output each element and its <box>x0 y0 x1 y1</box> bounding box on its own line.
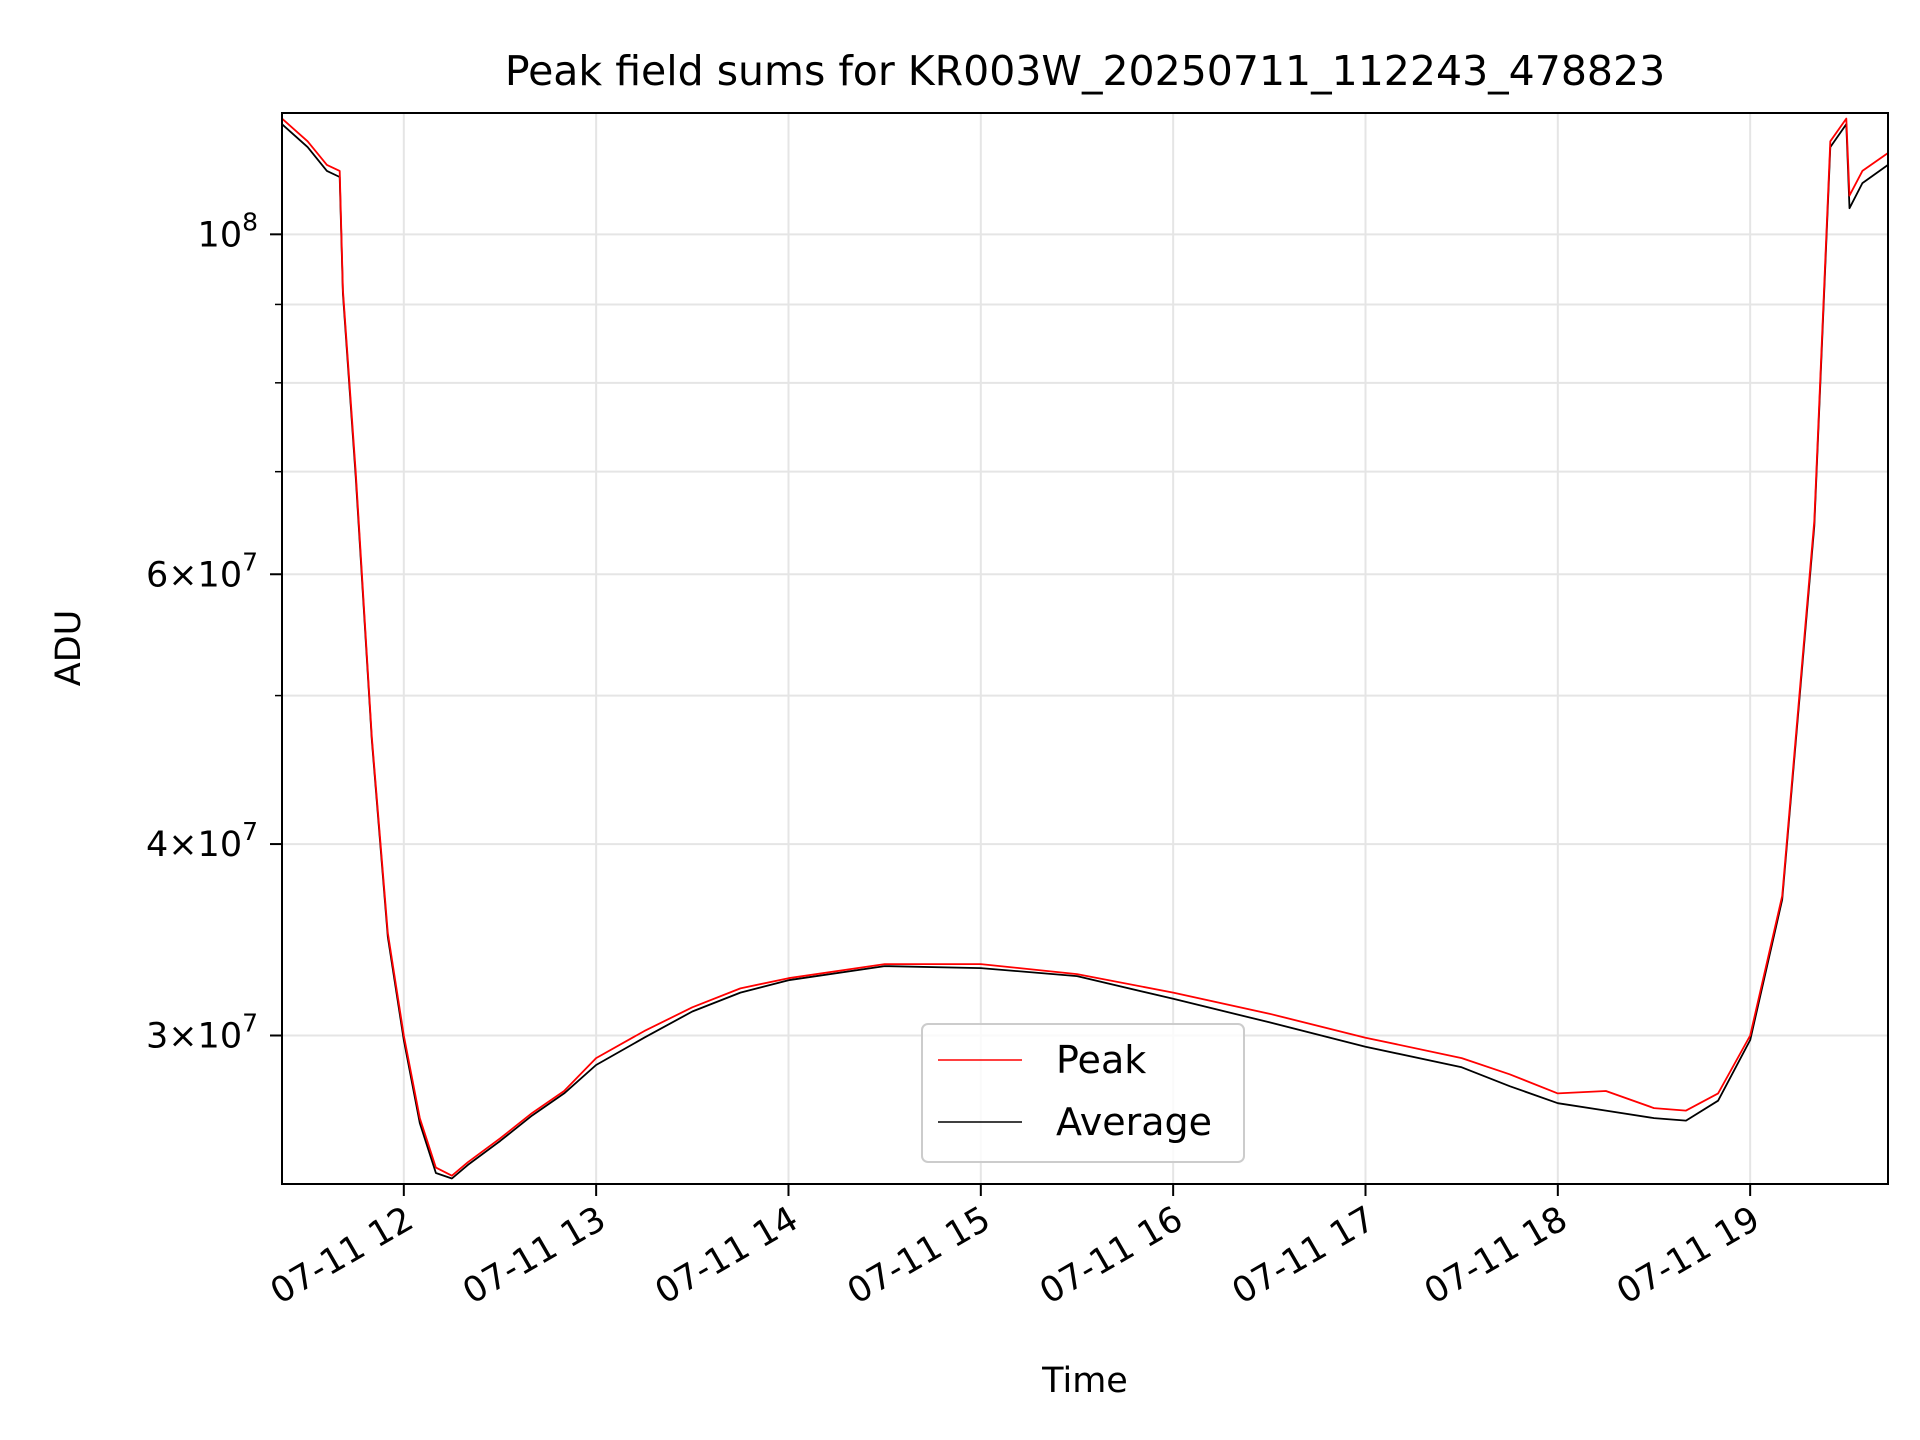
y-tick-base: 10 <box>198 555 243 595</box>
y-tick-times: × <box>168 555 197 595</box>
y-tick-exponent: 7 <box>242 547 258 576</box>
axis-ticks <box>270 233 1752 1196</box>
y-axis-title: ADU <box>49 610 89 687</box>
plot-frame <box>281 112 1889 1185</box>
y-tick-mantissa: 3 <box>146 1017 168 1057</box>
y-tick-exponent: 7 <box>242 817 258 846</box>
x-axis-title: Time <box>1041 1361 1128 1401</box>
y-tick-times: × <box>168 1017 197 1057</box>
legend-label-average: Average <box>1056 1100 1212 1144</box>
y-tick-base: 10 <box>198 215 243 255</box>
series-lines <box>281 117 1889 1180</box>
y-tick-label: 3×107 <box>146 1009 258 1057</box>
y-tick-mantissa: 4 <box>146 825 168 865</box>
y-tick-label: 6×107 <box>146 547 258 595</box>
legend-box <box>921 1023 1245 1163</box>
y-tick-label: 108 <box>198 207 258 255</box>
chart-title: Peak field sums for KR003W_20250711_1122… <box>505 47 1665 95</box>
y-tick-base: 10 <box>198 1017 243 1057</box>
y-tick-label: 4×107 <box>146 817 258 865</box>
legend-label-peak: Peak <box>1056 1038 1146 1082</box>
grid-lines <box>282 113 1888 1184</box>
y-tick-times: × <box>168 825 197 865</box>
y-tick-mantissa: 6 <box>146 555 168 595</box>
legend: Peak Average <box>921 1023 1245 1163</box>
y-tick-exponent: 7 <box>242 1009 258 1038</box>
y-tick-exponent: 8 <box>242 207 258 236</box>
y-tick-base: 10 <box>198 825 243 865</box>
series-line-peak <box>281 117 1889 1177</box>
plot-area <box>282 113 1888 1184</box>
